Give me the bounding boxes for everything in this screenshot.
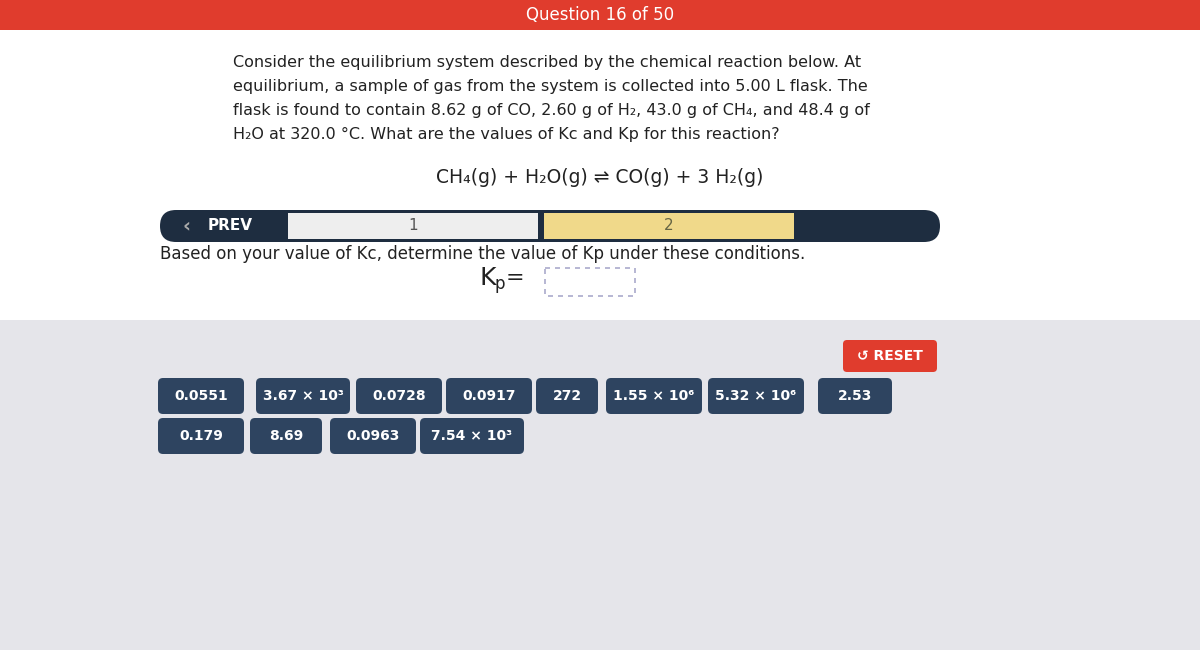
Text: flask is found to contain 8.62 g of CO, 2.60 g of H₂, 43.0 g of CH₄, and 48.4 g : flask is found to contain 8.62 g of CO, …	[233, 103, 870, 118]
Text: 0.0728: 0.0728	[372, 389, 426, 403]
FancyBboxPatch shape	[256, 378, 350, 414]
Bar	[545, 268, 635, 296]
Text: H₂O at 320.0 °C. What are the values of Kc and Kp for this reaction?: H₂O at 320.0 °C. What are the values of …	[233, 127, 780, 142]
Bar	[545, 268, 635, 296]
FancyBboxPatch shape	[158, 378, 244, 414]
Text: 0.179: 0.179	[179, 429, 223, 443]
Text: 272: 272	[552, 389, 582, 403]
Text: 7.54 × 10³: 7.54 × 10³	[432, 429, 512, 443]
Text: 1.55 × 10⁶: 1.55 × 10⁶	[613, 389, 695, 403]
Text: ↺ RESET: ↺ RESET	[857, 349, 923, 363]
Text: 5.32 × 10⁶: 5.32 × 10⁶	[715, 389, 797, 403]
FancyBboxPatch shape	[160, 210, 940, 242]
Text: ‹: ‹	[182, 216, 190, 235]
Text: 0.0551: 0.0551	[174, 389, 228, 403]
FancyBboxPatch shape	[356, 378, 442, 414]
FancyBboxPatch shape	[330, 418, 416, 454]
Text: 2.53: 2.53	[838, 389, 872, 403]
Text: =: =	[506, 268, 524, 288]
Bar	[288, 213, 538, 239]
Text: 0.0917: 0.0917	[462, 389, 516, 403]
Text: equilibrium, a sample of gas from the system is collected into 5.00 L flask. The: equilibrium, a sample of gas from the sy…	[233, 79, 868, 94]
Text: 8.69: 8.69	[269, 429, 304, 443]
Text: CH₄(g) + H₂O(g) ⇌ CO(g) + 3 H₂(g): CH₄(g) + H₂O(g) ⇌ CO(g) + 3 H₂(g)	[437, 168, 763, 187]
Text: PREV: PREV	[208, 218, 253, 233]
Text: Question 16 of 50: Question 16 of 50	[526, 6, 674, 24]
FancyBboxPatch shape	[536, 378, 598, 414]
FancyBboxPatch shape	[250, 418, 322, 454]
Text: p: p	[494, 275, 504, 293]
Bar	[0, 320, 1200, 650]
FancyBboxPatch shape	[420, 418, 524, 454]
FancyBboxPatch shape	[158, 418, 244, 454]
FancyBboxPatch shape	[842, 340, 937, 372]
Text: Consider the equilibrium system described by the chemical reaction below. At: Consider the equilibrium system describe…	[233, 55, 862, 70]
Text: 3.67 × 10³: 3.67 × 10³	[263, 389, 343, 403]
Bar	[0, 0, 1200, 30]
FancyBboxPatch shape	[708, 378, 804, 414]
Text: Based on your value of Kc, determine the value of Kp under these conditions.: Based on your value of Kc, determine the…	[160, 245, 805, 263]
Text: 1: 1	[408, 218, 418, 233]
Text: 2: 2	[664, 218, 674, 233]
Text: K: K	[480, 266, 497, 290]
FancyBboxPatch shape	[606, 378, 702, 414]
Bar	[544, 213, 794, 239]
FancyBboxPatch shape	[446, 378, 532, 414]
FancyBboxPatch shape	[818, 378, 892, 414]
Bar	[0, 30, 1200, 335]
Text: 0.0963: 0.0963	[347, 429, 400, 443]
